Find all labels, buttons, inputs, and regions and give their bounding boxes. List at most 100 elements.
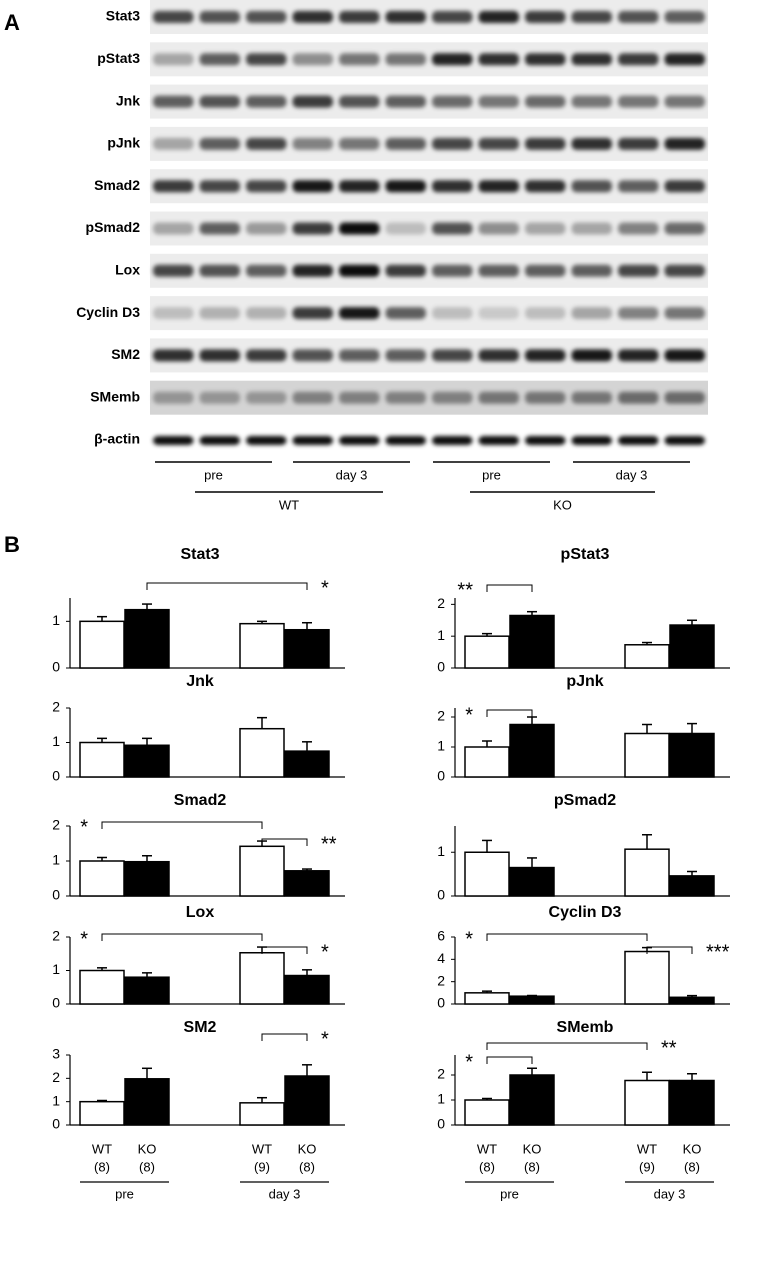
bar (509, 1074, 555, 1126)
blot-band (618, 222, 659, 235)
blot-row-label: Smad2 (94, 177, 140, 193)
blot-band (618, 137, 659, 150)
blot-band (339, 264, 380, 277)
blot-band (525, 180, 566, 193)
blot-band (153, 436, 194, 445)
y-tick-label: 2 (437, 708, 445, 724)
blot-band (478, 436, 519, 445)
blot-band (246, 95, 287, 108)
blot-row-label: β-actin (94, 431, 140, 447)
blot-band (664, 222, 705, 235)
blot-band (199, 95, 240, 108)
bar (464, 1099, 510, 1126)
bar (669, 624, 715, 669)
blot-row-label: Jnk (116, 92, 140, 108)
blot-band (432, 11, 473, 23)
significance-label: ** (661, 1037, 677, 1059)
blot-band (432, 180, 473, 193)
blot-band (246, 391, 287, 404)
bar (284, 870, 330, 897)
blot-band (664, 349, 705, 362)
chart-title: SMemb (557, 1019, 614, 1036)
bar (669, 875, 715, 897)
chart-title: Lox (186, 904, 215, 921)
y-tick-label: 2 (437, 595, 445, 611)
y-tick-label: 2 (52, 1069, 60, 1085)
blot-band (525, 436, 566, 445)
blot-band (525, 11, 566, 23)
y-tick-label: 0 (437, 659, 445, 675)
y-tick-label: 2 (52, 699, 60, 715)
blot-band (385, 95, 426, 108)
blot-band (246, 53, 287, 66)
blot-band (525, 53, 566, 66)
blot-strip (150, 126, 708, 161)
bar (284, 628, 330, 669)
bar (124, 744, 170, 778)
bar (79, 620, 125, 669)
y-tick-label: 2 (437, 1066, 445, 1082)
y-tick-label: 1 (52, 612, 60, 628)
blot-band (664, 180, 705, 193)
genotype-label: KO (553, 497, 572, 512)
blot-band (199, 436, 240, 445)
chart-title: Stat3 (180, 546, 219, 563)
blot-band (478, 95, 519, 108)
blot-band (432, 95, 473, 108)
significance-bracket (261, 946, 308, 954)
blot-band (571, 11, 612, 23)
blot-band (199, 222, 240, 235)
blot-band (153, 137, 194, 150)
significance-label: * (465, 928, 473, 950)
blot-band (664, 95, 705, 108)
y-tick-label: 1 (52, 733, 60, 749)
blot-band (618, 95, 659, 108)
bar (239, 951, 285, 1005)
y-tick-label: 1 (437, 627, 445, 643)
y-tick-label: 0 (52, 659, 60, 675)
blot-band (246, 137, 287, 150)
blot-band (153, 180, 194, 193)
blot-band (292, 391, 333, 404)
blot-band (153, 391, 194, 404)
y-tick-label: 0 (52, 768, 60, 784)
bar (239, 845, 285, 897)
blot-strip (150, 296, 708, 331)
blot-band (199, 11, 240, 23)
significance-bracket (146, 582, 308, 590)
blot-band (385, 349, 426, 362)
blot-band (571, 391, 612, 404)
blot-row-label: pSmad2 (86, 219, 141, 235)
condition-label: day 3 (336, 467, 368, 482)
blot-band (432, 349, 473, 362)
blot-band (385, 264, 426, 277)
bar-label: WT (637, 1141, 657, 1156)
blot-band (246, 222, 287, 235)
blot-bands (153, 53, 705, 66)
bar (509, 866, 555, 897)
blot-bands (153, 222, 705, 235)
n-label: (8) (684, 1159, 700, 1174)
blot-band (525, 95, 566, 108)
blot-band (292, 222, 333, 235)
bar (624, 950, 670, 1005)
blot-band (478, 137, 519, 150)
significance-label: * (321, 1028, 329, 1050)
blot-strip (150, 84, 708, 119)
blot-band (432, 264, 473, 277)
blot-bands (153, 95, 705, 108)
bar (79, 1100, 125, 1126)
blot-band (246, 264, 287, 277)
blot-band (339, 307, 380, 320)
blot-strip (150, 42, 708, 77)
significance-bracket (486, 709, 533, 717)
blot-band (571, 307, 612, 320)
blot-band (478, 307, 519, 320)
condition-label: pre (204, 467, 223, 482)
bar (79, 860, 125, 897)
condition-label: day 3 (616, 467, 648, 482)
chart-title: Smad2 (174, 792, 227, 809)
blot-band (432, 436, 473, 445)
y-tick-label: 3 (52, 1046, 60, 1062)
